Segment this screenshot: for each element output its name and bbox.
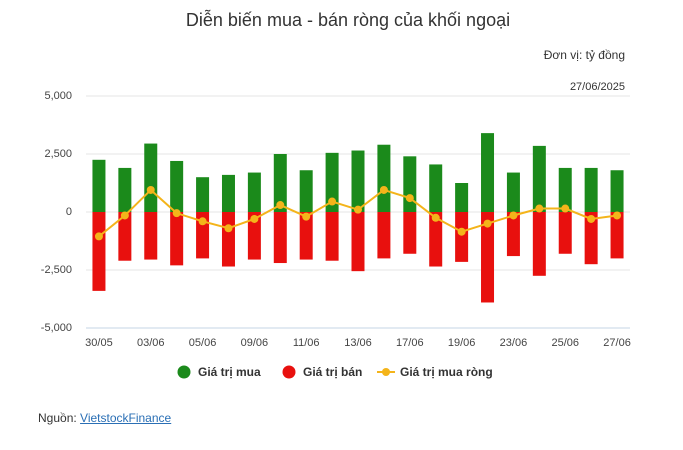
bar [299, 212, 313, 260]
bar [455, 212, 469, 262]
bar [481, 212, 495, 303]
bar [92, 159, 106, 212]
y-tick-label: -2,500 [41, 264, 72, 276]
net-point [379, 185, 388, 194]
bar [351, 150, 365, 212]
bar [403, 156, 417, 212]
x-tick-label: 27/06 [603, 337, 631, 349]
bar [429, 212, 443, 267]
bar [403, 212, 417, 254]
bar [558, 212, 572, 254]
x-tick-label: 23/06 [500, 337, 528, 349]
legend-label: Giá trị bán [303, 365, 362, 379]
bar [429, 164, 443, 212]
bar [506, 172, 520, 212]
bar [196, 177, 210, 212]
bar [273, 212, 287, 264]
bar [170, 160, 184, 212]
x-tick-label: 17/06 [396, 337, 424, 349]
x-tick-label: 05/06 [189, 337, 217, 349]
unit-label: Đơn vị: tỷ đồng [544, 48, 625, 62]
source-link[interactable]: VietstockFinance [80, 411, 172, 425]
legend-label: Giá trị mua [198, 365, 261, 379]
bar [144, 143, 158, 212]
net-point [146, 185, 155, 194]
bar [325, 212, 339, 261]
bar [377, 212, 391, 259]
bar [92, 212, 106, 291]
x-tick-label: 30/05 [85, 337, 113, 349]
bar [299, 170, 313, 212]
bar [532, 145, 546, 212]
bar [221, 174, 235, 212]
bar [273, 154, 287, 212]
net-point [276, 201, 285, 210]
x-tick-label: 03/06 [137, 337, 165, 349]
bar [170, 212, 184, 266]
net-point [613, 211, 622, 220]
bar [221, 212, 235, 267]
x-tick-label: 13/06 [344, 337, 372, 349]
bar [377, 144, 391, 212]
net-point [457, 227, 466, 236]
net-point [94, 232, 103, 241]
bar [118, 212, 132, 261]
bar [247, 172, 261, 212]
net-point [509, 211, 518, 220]
bar [506, 212, 520, 257]
bar [610, 170, 624, 212]
net-point [483, 219, 492, 228]
bar [325, 152, 339, 212]
net-point [328, 197, 337, 206]
y-tick-label: 5,000 [44, 90, 72, 102]
source-label: Nguồn: [38, 411, 77, 425]
x-tick-label: 11/06 [293, 337, 320, 349]
net-point [535, 204, 544, 213]
bar [247, 212, 261, 260]
bar [455, 183, 469, 212]
net-point [224, 224, 233, 233]
net-point [198, 217, 207, 226]
net-point [172, 209, 181, 218]
x-tick-label: 09/06 [241, 337, 269, 349]
net-point [354, 205, 362, 214]
y-tick-label: 0 [66, 206, 72, 218]
bar [351, 212, 365, 272]
net-point [587, 214, 596, 223]
x-tick-label: 19/06 [448, 337, 476, 349]
bar [584, 167, 598, 212]
bar [584, 212, 598, 265]
bar [144, 212, 158, 260]
source: Nguồn: VietstockFinance [38, 411, 171, 425]
chart: Diễn biến mua - bán ròng của khối ngoại … [41, 9, 631, 379]
bar [558, 167, 572, 212]
x-tick-label: 25/06 [551, 337, 579, 349]
net-point [120, 211, 129, 220]
y-tick-label: 2,500 [44, 148, 72, 160]
chart-title: Diễn biến mua - bán ròng của khối ngoại [186, 9, 510, 30]
date-label: 27/06/2025 [570, 81, 625, 93]
legend-marker [177, 365, 191, 379]
legend-marker [382, 368, 390, 376]
y-tick-label: -5,000 [41, 322, 72, 334]
net-point [431, 213, 440, 222]
net-point [302, 212, 311, 221]
bar [610, 212, 624, 259]
net-point [250, 214, 259, 223]
net-point [405, 194, 414, 203]
legend-label: Giá trị mua ròng [400, 365, 493, 379]
bar [532, 212, 546, 276]
net-point [561, 204, 570, 213]
legend-marker [282, 365, 296, 379]
bar [118, 167, 132, 212]
bar [481, 133, 495, 212]
